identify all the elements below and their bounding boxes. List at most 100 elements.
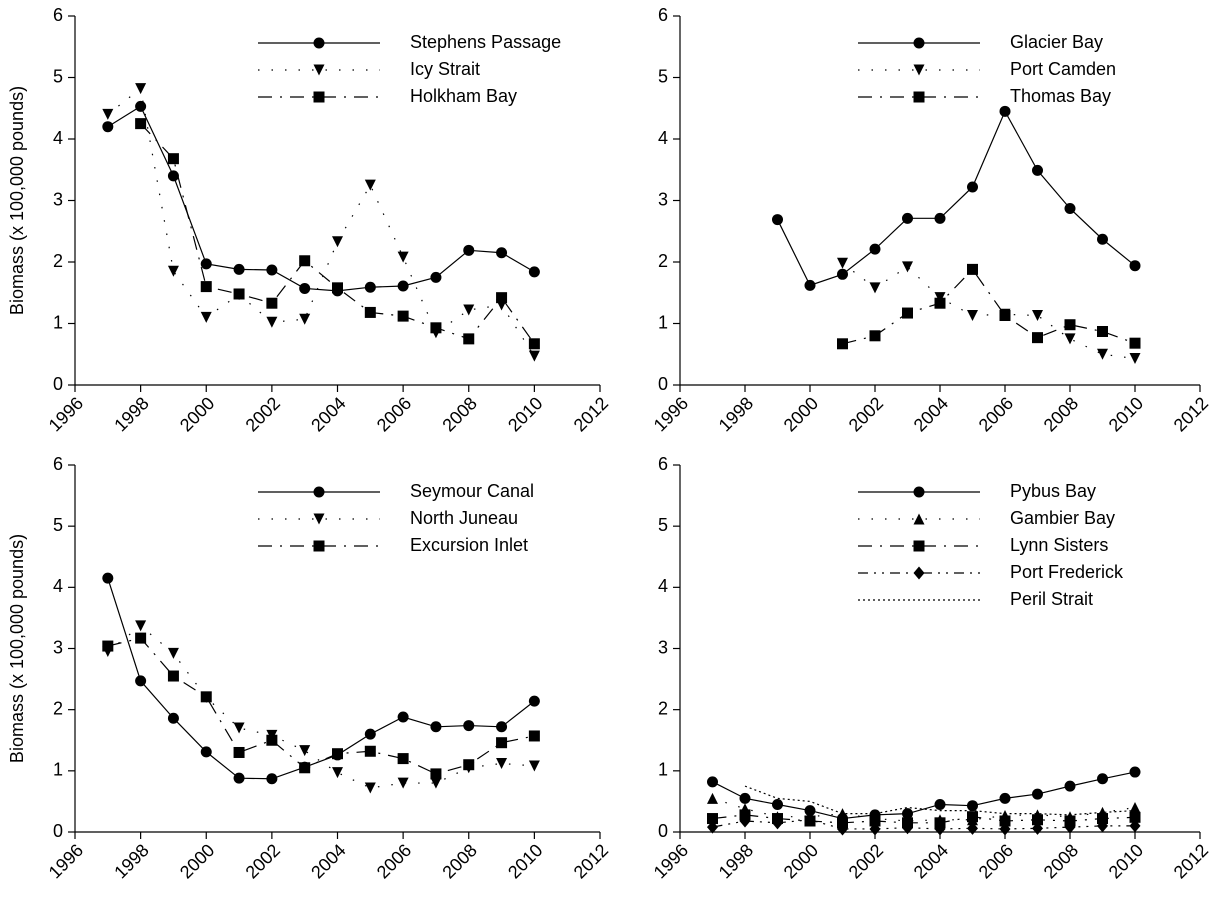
marker <box>102 121 114 133</box>
y-tick-label: 4 <box>53 576 63 596</box>
marker <box>496 757 508 769</box>
marker <box>1129 766 1141 778</box>
marker <box>1129 819 1141 833</box>
series-line <box>140 123 535 345</box>
marker <box>496 737 508 749</box>
legend-label: Port Camden <box>1010 59 1116 79</box>
x-tick-label: 2010 <box>1105 393 1147 435</box>
x-tick-label: 2000 <box>780 393 822 435</box>
panel: 0 1 2 3 4 5 6 1996 1998 2000 2002 2004 2006 2008 2010 2… <box>7 454 612 883</box>
marker <box>772 798 783 810</box>
marker <box>528 266 540 278</box>
marker <box>1032 332 1043 344</box>
marker <box>837 808 848 820</box>
marker <box>707 776 718 788</box>
legend-label: Pybus Bay <box>1010 481 1096 501</box>
marker <box>528 695 540 707</box>
y-tick-label: 3 <box>658 637 668 657</box>
marker <box>463 304 475 316</box>
marker <box>1097 348 1108 360</box>
marker <box>999 105 1011 117</box>
marker <box>430 768 442 780</box>
y-tick-label: 3 <box>53 637 63 657</box>
legend-marker <box>313 64 325 76</box>
x-tick-label: 2004 <box>910 393 952 435</box>
marker <box>1129 353 1141 365</box>
x-tick-label: 2004 <box>307 840 349 882</box>
marker <box>934 798 946 810</box>
y-tick-label: 0 <box>658 821 668 841</box>
series-line <box>712 819 1135 830</box>
marker <box>397 753 409 765</box>
legend-marker <box>313 540 325 552</box>
marker <box>200 281 212 293</box>
x-tick-label: 2004 <box>910 840 952 882</box>
y-tick-label: 2 <box>658 698 668 718</box>
x-tick-label: 2012 <box>570 840 612 882</box>
x-tick-label: 1998 <box>110 840 152 882</box>
marker <box>772 816 783 830</box>
x-tick-label: 2006 <box>373 840 415 882</box>
marker <box>167 153 179 165</box>
marker <box>967 821 978 835</box>
legend-marker <box>313 37 325 49</box>
y-tick-label: 4 <box>658 576 668 596</box>
y-tick-label: 2 <box>53 698 63 718</box>
legend-label: Lynn Sisters <box>1010 535 1108 555</box>
x-tick-label: 2006 <box>373 393 415 435</box>
marker <box>167 265 179 277</box>
legend-marker <box>913 566 925 580</box>
marker <box>869 330 881 342</box>
marker <box>167 170 179 182</box>
marker <box>430 721 442 733</box>
marker <box>397 251 409 263</box>
marker <box>1032 821 1043 835</box>
legend-marker <box>313 513 325 525</box>
legend-label: Stephens Passage <box>410 32 561 52</box>
series-line <box>107 87 535 357</box>
marker <box>299 762 311 774</box>
x-tick-label: 2000 <box>176 840 218 882</box>
marker <box>167 670 179 682</box>
x-tick-label: 2012 <box>570 393 612 435</box>
marker <box>266 297 278 309</box>
marker <box>299 745 311 757</box>
x-tick-label: 2004 <box>307 393 349 435</box>
marker <box>707 820 718 834</box>
x-tick-label: 2002 <box>845 393 887 435</box>
marker <box>430 777 442 789</box>
marker <box>463 244 475 256</box>
marker <box>233 263 245 275</box>
marker <box>397 711 409 723</box>
marker <box>332 748 343 760</box>
marker <box>934 822 946 836</box>
legend-label: Holkham Bay <box>410 86 517 106</box>
marker <box>999 310 1011 322</box>
x-tick-label: 1998 <box>110 393 152 435</box>
marker <box>1064 820 1076 834</box>
legend-label: Seymour Canal <box>410 481 534 501</box>
y-tick-label: 1 <box>53 760 63 780</box>
marker <box>1064 202 1076 214</box>
x-tick-label: 2010 <box>504 393 546 435</box>
x-tick-label: 1996 <box>45 393 87 435</box>
x-tick-label: 2002 <box>242 840 284 882</box>
marker <box>233 722 245 734</box>
marker <box>967 181 978 193</box>
marker <box>837 822 848 836</box>
series-line <box>107 105 535 292</box>
legend-marker <box>313 91 325 103</box>
y-axis-label: Biomass (x 100,000 pounds) <box>7 86 27 315</box>
marker <box>430 271 442 283</box>
marker <box>430 322 442 334</box>
y-tick-label: 1 <box>53 312 63 332</box>
y-tick-label: 6 <box>658 454 668 474</box>
marker <box>739 792 751 804</box>
x-tick-label: 2002 <box>845 840 887 882</box>
marker <box>837 268 848 280</box>
marker <box>299 313 311 325</box>
marker <box>463 720 475 732</box>
x-tick-label: 2010 <box>1105 840 1147 882</box>
y-tick-label: 2 <box>658 251 668 271</box>
